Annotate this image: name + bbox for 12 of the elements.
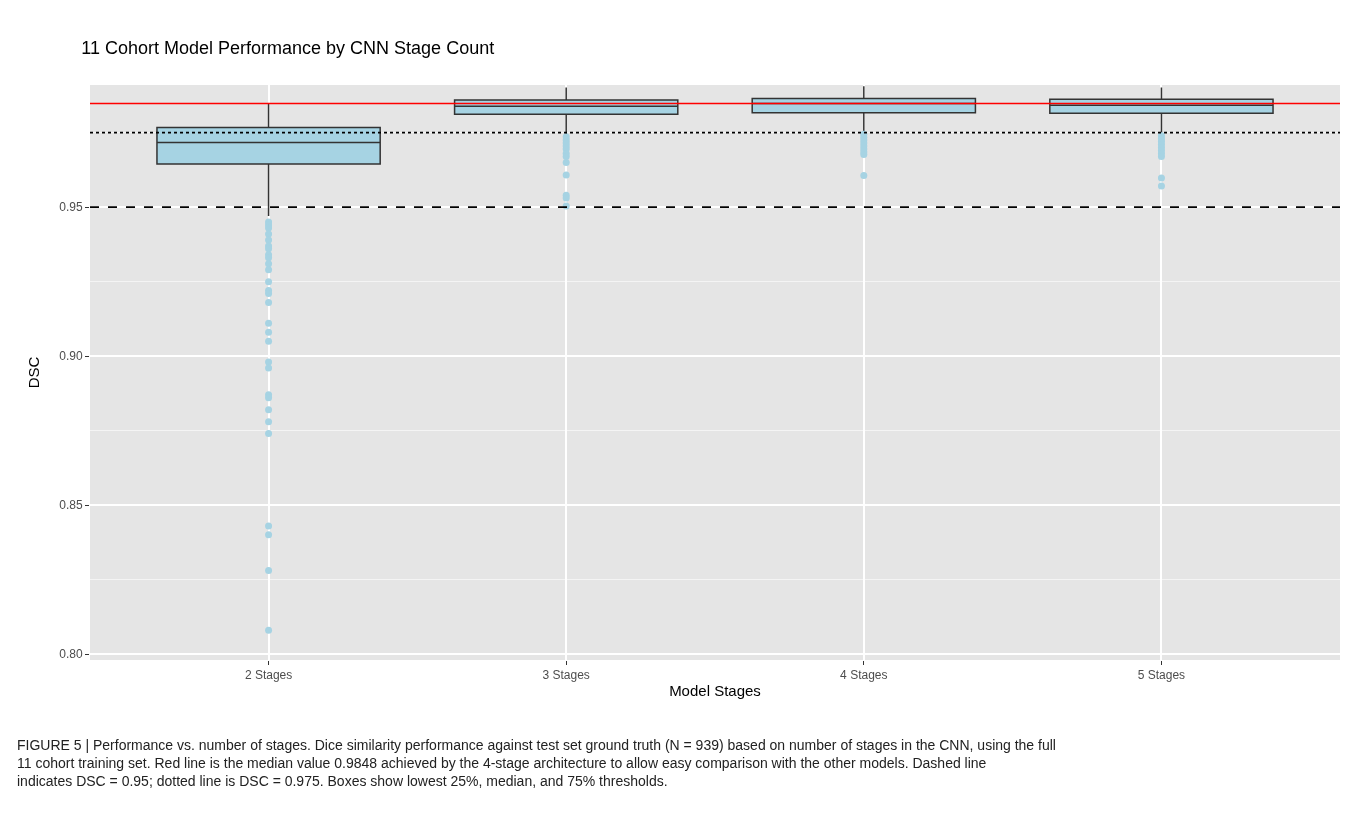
x-tick-label: 3 Stages xyxy=(542,668,590,683)
y-tick-label: 0.80 xyxy=(59,647,83,662)
y-tick-label: 0.95 xyxy=(59,200,83,215)
x-axis-title: Model Stages xyxy=(669,682,761,700)
chart-title: 11 Cohort Model Performance by CNN Stage Count xyxy=(81,37,495,58)
x-tick-label: 5 Stages xyxy=(1137,668,1186,683)
caption: FIGURE 5 | Performance vs. number of stages. Dice similarity performance against test set ground truth (N = 939) based on number of stages in the CNN, using the full 11 cohort training set. Red line is the median value 0.9848 achieved by the 4-stage architecture to allow easy comparison with the other models. Dashed line indicates DSC = 0.95; dotted line is DSC = 0.975. Boxes show lowest 25%, median, and 75% thresholds. xyxy=(17,737,1056,790)
x-tick-label: 4 Stages xyxy=(840,668,888,683)
y-tick-label: 0.90 xyxy=(59,349,83,364)
x-tick-label: 2 Stages xyxy=(244,668,293,683)
y-axis-title: DSC xyxy=(25,356,43,389)
y-tick-label: 0.85 xyxy=(59,498,83,513)
